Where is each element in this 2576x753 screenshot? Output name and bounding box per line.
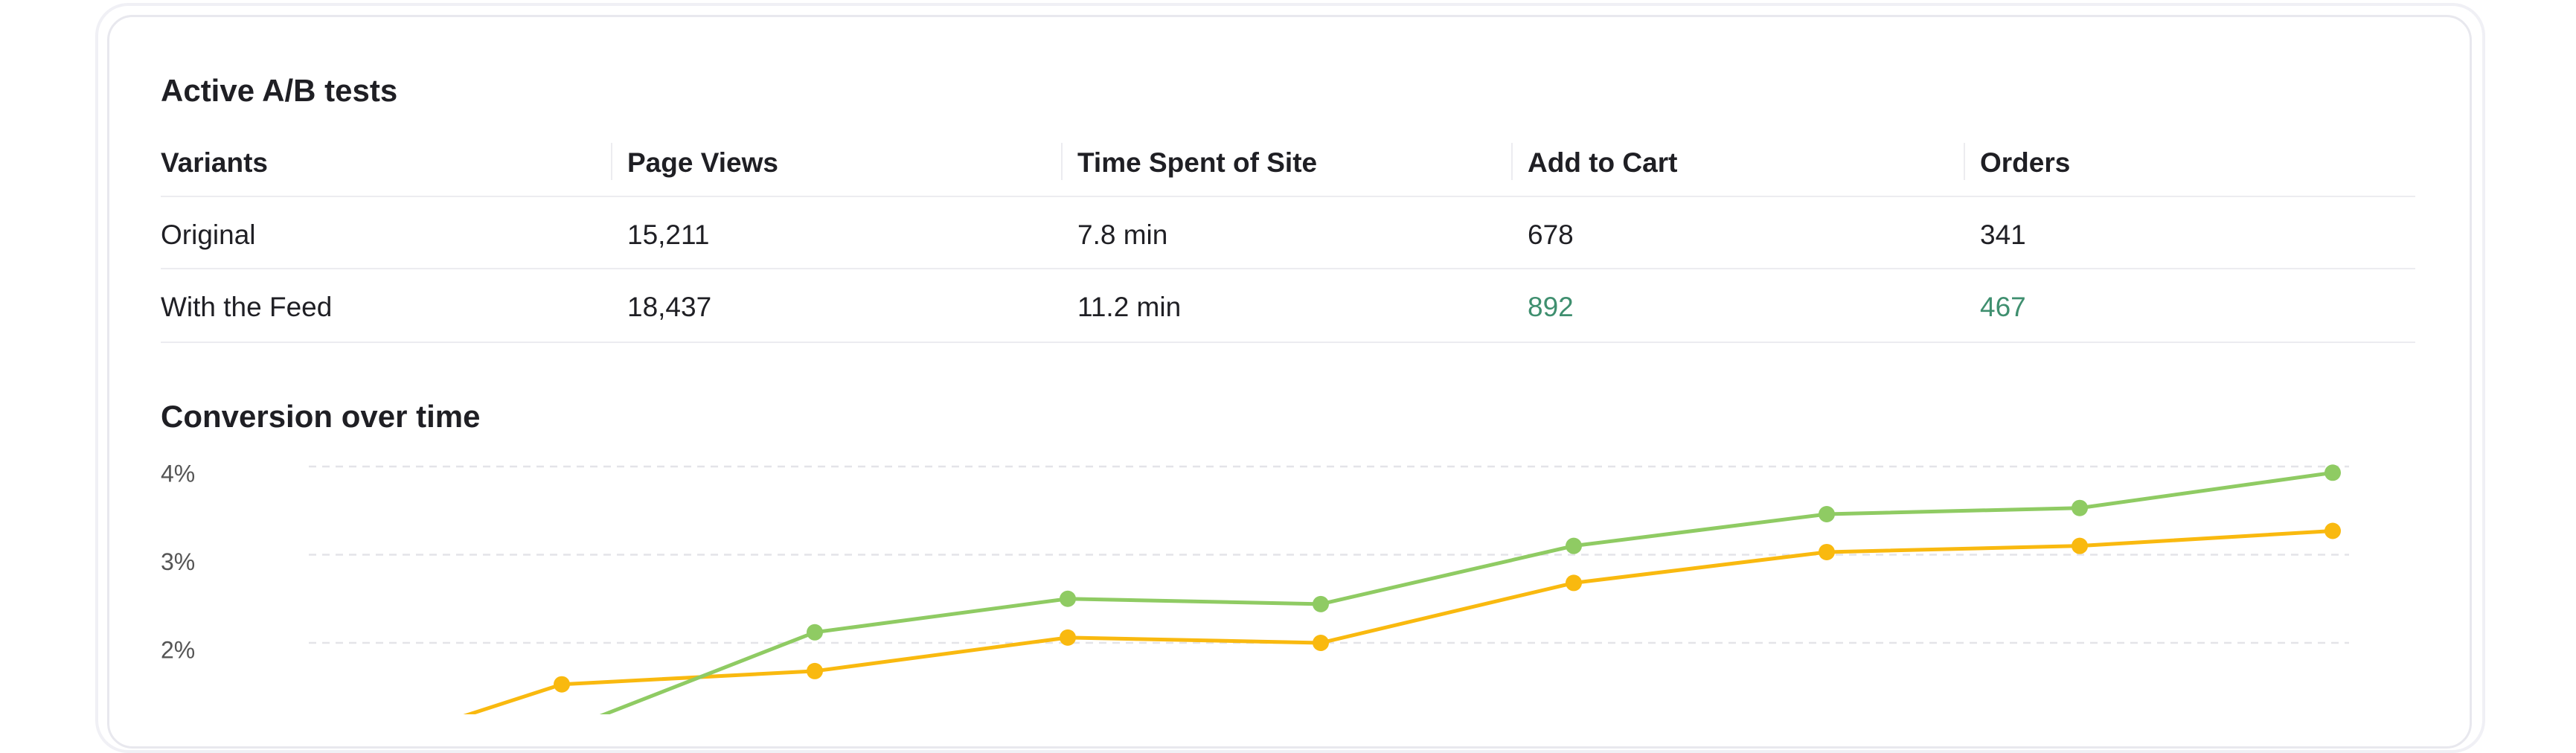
y-tick-label: 3%	[161, 548, 195, 575]
column-separator	[1511, 143, 1513, 180]
column-header: Variants	[161, 147, 268, 178]
table-cell: 15,211	[627, 220, 710, 250]
data-point	[807, 624, 823, 641]
column-separator	[1061, 143, 1063, 180]
column-header: Orders	[1980, 147, 2071, 178]
row-divider	[161, 342, 2415, 343]
data-point	[807, 662, 823, 679]
row-divider	[161, 268, 2415, 269]
data-point	[2072, 537, 2088, 554]
data-point	[1313, 635, 1329, 651]
data-point	[554, 676, 570, 693]
chart-title: Conversion over time	[161, 399, 480, 434]
data-point	[1313, 595, 1329, 612]
column-separator	[1964, 143, 1965, 180]
data-point	[2325, 522, 2341, 539]
row-divider	[161, 196, 2415, 197]
chart: Conversion over time 2% 3% 4%	[161, 399, 2349, 714]
y-tick-label: 4%	[161, 460, 195, 487]
table-cell: 678	[1528, 220, 1574, 250]
table-cell: 341	[1980, 220, 2026, 250]
data-point	[1566, 537, 1582, 554]
data-point	[1060, 629, 1076, 646]
data-point	[2325, 464, 2341, 481]
data-point	[1566, 574, 1582, 592]
data-point	[1819, 543, 1835, 560]
series-line	[463, 529, 2333, 714]
y-tick-label: 2%	[161, 636, 195, 663]
table-cell: 18,437	[627, 292, 712, 322]
table-cell: 7.8 min	[1077, 220, 1168, 250]
table-cell: 11.2 min	[1077, 292, 1182, 322]
page: Active A/B tests Variants Page Views Time …	[95, 3, 2485, 753]
column-header: Add to Cart	[1528, 147, 1678, 178]
table-cell: With the Feed	[161, 292, 333, 322]
series-line	[599, 470, 2333, 714]
table-cell: 467	[1980, 292, 2026, 322]
table-cell: 892	[1528, 292, 1574, 322]
data-point	[1060, 590, 1076, 607]
data-point	[2072, 499, 2088, 516]
table-cell: Original	[161, 220, 256, 250]
table-title: Active A/B tests	[161, 73, 398, 108]
column-separator	[611, 143, 612, 180]
data-point	[1819, 505, 1835, 522]
column-header: Page Views	[627, 147, 778, 178]
column-header: Time Spent of Site	[1077, 147, 1318, 178]
